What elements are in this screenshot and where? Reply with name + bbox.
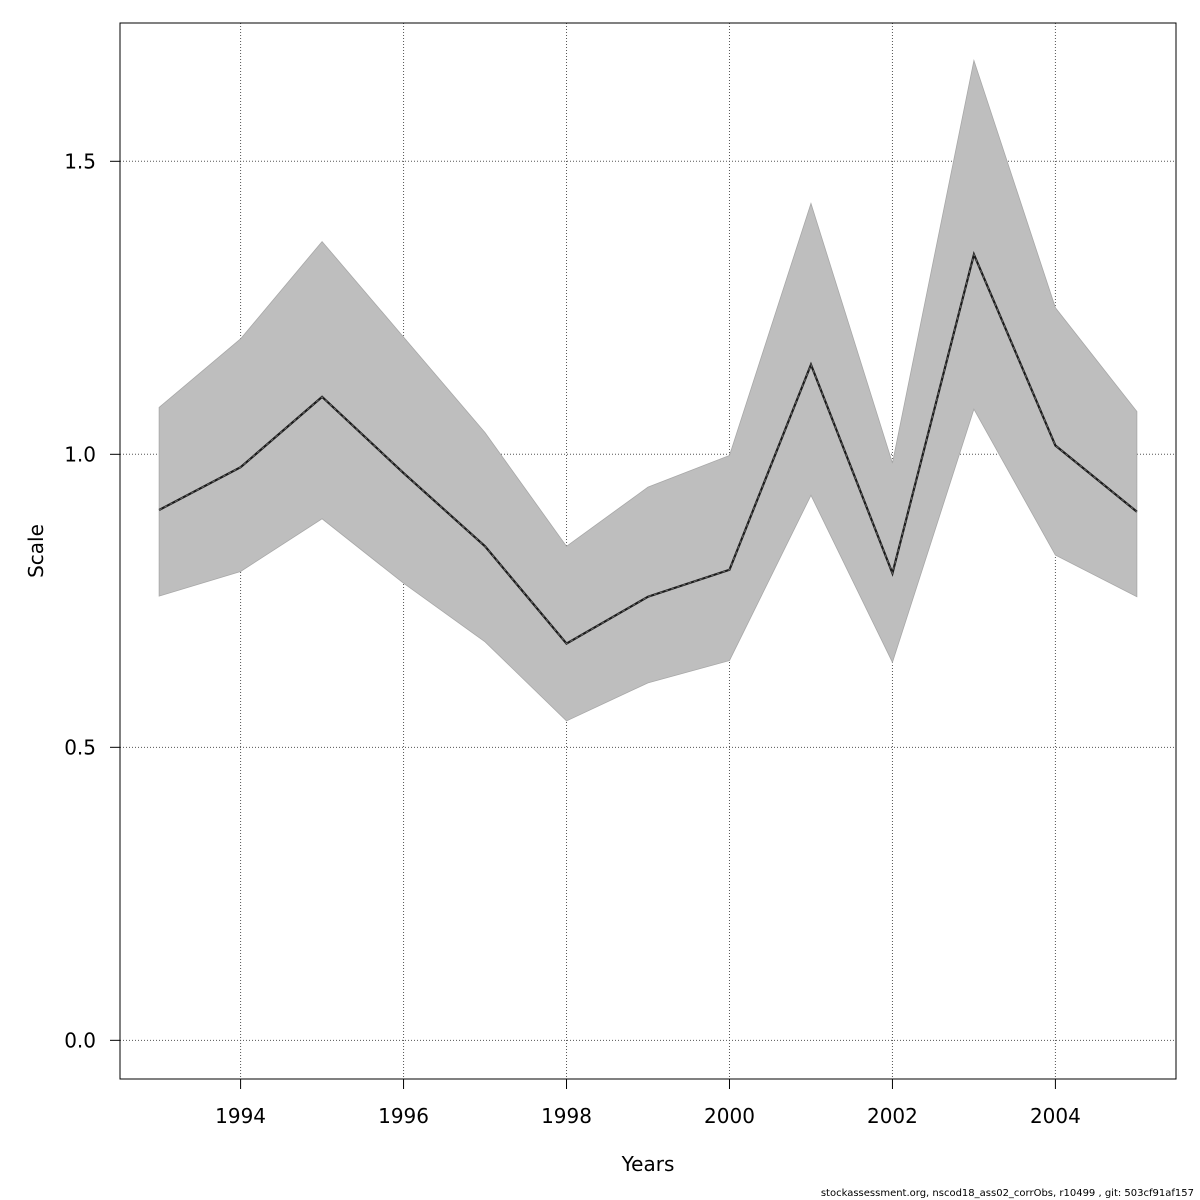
x-axis: 1994 1996 1998 2000 2002 2004 — [215, 1078, 1081, 1128]
y-axis: 0.0 0.5 1.0 1.5 — [64, 149, 121, 1052]
x-tick-label: 1994 — [215, 1104, 266, 1128]
x-tick-label: 1996 — [378, 1104, 429, 1128]
x-tick-label: 2002 — [867, 1104, 918, 1128]
y-axis-title: Scale — [24, 524, 48, 578]
series-line-group — [158, 251, 1138, 646]
series-line-dashed-overlay — [158, 253, 1138, 645]
x-tick-label: 2004 — [1030, 1104, 1081, 1128]
confidence-band-area — [158, 58, 1138, 722]
x-tick-label: 2000 — [704, 1104, 755, 1128]
confidence-band — [158, 58, 1138, 722]
x-tick-label: 1998 — [541, 1104, 592, 1128]
y-tick-label: 0.5 — [64, 735, 96, 759]
y-tick-label: 0.0 — [64, 1028, 96, 1052]
y-tick-label: 1.5 — [64, 149, 96, 173]
y-tick-label: 1.0 — [64, 442, 96, 466]
footer-caption: stockassessment.org, nscod18_ass02_corrO… — [820, 1188, 1194, 1199]
x-axis-title: Years — [621, 1152, 675, 1176]
